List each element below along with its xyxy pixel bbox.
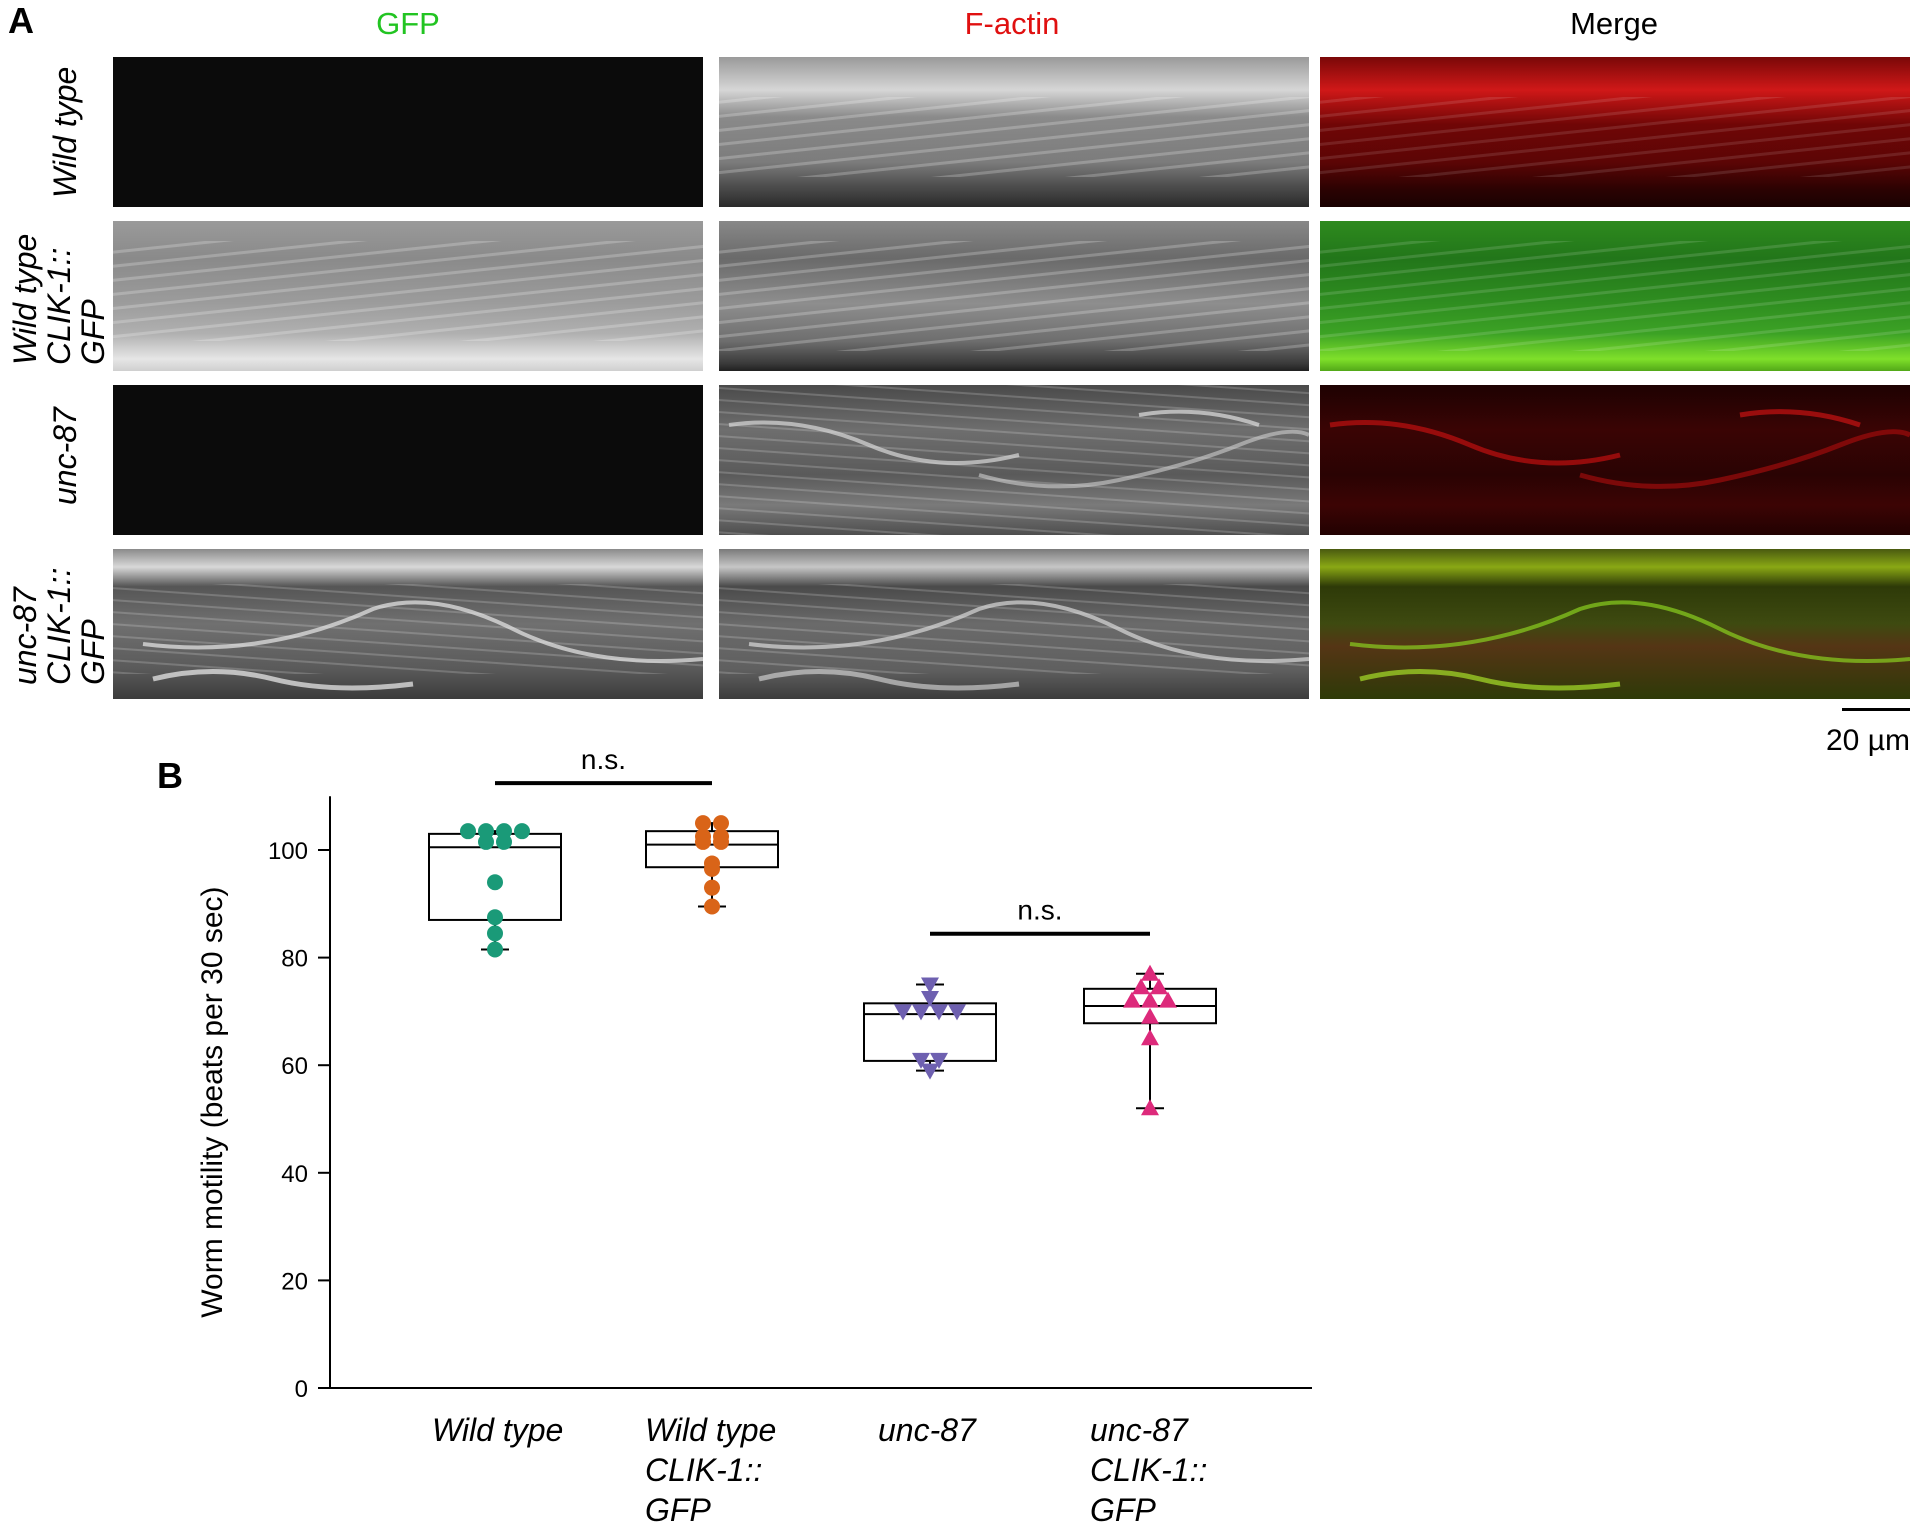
y-tick-label: 60: [281, 1053, 308, 1080]
column-title-merge: Merge: [1570, 6, 1658, 41]
y-tick-label: 80: [281, 946, 308, 973]
data-point: [695, 815, 711, 832]
micrograph-wt-clik1-factin: [719, 221, 1309, 371]
row-label-unc87: unc-87: [47, 407, 83, 505]
data-point: [912, 1004, 930, 1021]
data-point: [921, 990, 939, 1007]
box-iqr: [863, 1002, 997, 1062]
data-point: [930, 1052, 948, 1069]
data-point: [704, 898, 720, 915]
column-title-gfp: GFP: [376, 6, 440, 41]
data-point: [487, 941, 503, 958]
y-tick-label: 40: [281, 1161, 308, 1188]
micrograph-unc87-clik1-factin: [719, 549, 1309, 699]
data-point: [1141, 964, 1159, 981]
panel-b-letter: B: [157, 755, 183, 796]
x-category-unc87: unc-87: [878, 1412, 976, 1448]
data-point: [713, 815, 729, 832]
data-point: [704, 879, 720, 896]
x-category-wild-type: Wild type: [432, 1412, 564, 1448]
row-label-unc87-clik1-gfp: unc-87 CLIK-1:: GFP: [7, 567, 111, 685]
data-point: [1141, 1007, 1159, 1024]
panel-a-letter: A: [8, 0, 34, 41]
data-point: [478, 833, 494, 850]
scale-bar-label: 20 µm: [1826, 724, 1910, 757]
row-label-wild-type-clik1-gfp: Wild type CLIK-1:: GFP: [7, 233, 111, 365]
x-category-wild-type-clik1-gfp: Wild type CLIK-1:: GFP: [645, 1412, 777, 1528]
micrograph-wt-clik1-merge: [1320, 221, 1910, 371]
micrograph-wt-merge: [1320, 57, 1910, 207]
micrograph-unc87-factin: [719, 385, 1309, 535]
data-point: [487, 925, 503, 942]
micrograph-wt-clik1-gfp: [113, 221, 703, 371]
data-point: [1123, 991, 1141, 1008]
micrograph-unc87-gfp: [113, 385, 703, 535]
y-tick-label: 0: [295, 1376, 308, 1403]
data-point: [496, 833, 512, 850]
row-label-wild-type: Wild type: [47, 66, 83, 198]
x-category-unc87-clik1-gfp: unc-87 CLIK-1:: GFP: [1090, 1412, 1208, 1528]
y-axis-label: Worm motility (beats per 30 sec): [196, 886, 229, 1317]
y-tick-label: 20: [281, 1268, 308, 1295]
data-point: [930, 1004, 948, 1021]
data-point: [912, 1052, 930, 1069]
micrograph-wt-factin: [719, 57, 1309, 207]
data-point: [948, 1004, 966, 1021]
micrograph-unc87-clik1-gfp: [113, 549, 703, 699]
data-point: [1141, 1099, 1159, 1116]
data-point: [695, 833, 711, 850]
data-point: [713, 833, 729, 850]
data-point: [514, 823, 530, 840]
motility-box-chart: 0 20 40 60 80 100 Worm motility (beats per 30 …: [196, 744, 1312, 1403]
data-point: [1141, 1029, 1159, 1046]
data-point: [1150, 978, 1168, 995]
micrograph-wt-gfp: [113, 57, 703, 207]
data-point: [1159, 991, 1177, 1008]
data-point: [1132, 978, 1150, 995]
scale-bar: [1842, 708, 1910, 711]
column-title-factin: F-actin: [964, 6, 1060, 41]
data-point: [460, 823, 476, 840]
data-point: [921, 1063, 939, 1080]
data-point: [921, 977, 939, 994]
y-tick-label: 100: [268, 838, 308, 865]
data-point: [704, 860, 720, 877]
micrograph-unc87-merge: [1320, 385, 1910, 535]
micrograph-unc87-clik1-merge: [1320, 549, 1910, 699]
data-point: [487, 909, 503, 926]
significance-label: n.s.: [581, 744, 626, 775]
data-point: [487, 874, 503, 891]
significance-label: n.s.: [1017, 895, 1062, 926]
data-point: [894, 1004, 912, 1021]
data-point: [1141, 991, 1159, 1008]
